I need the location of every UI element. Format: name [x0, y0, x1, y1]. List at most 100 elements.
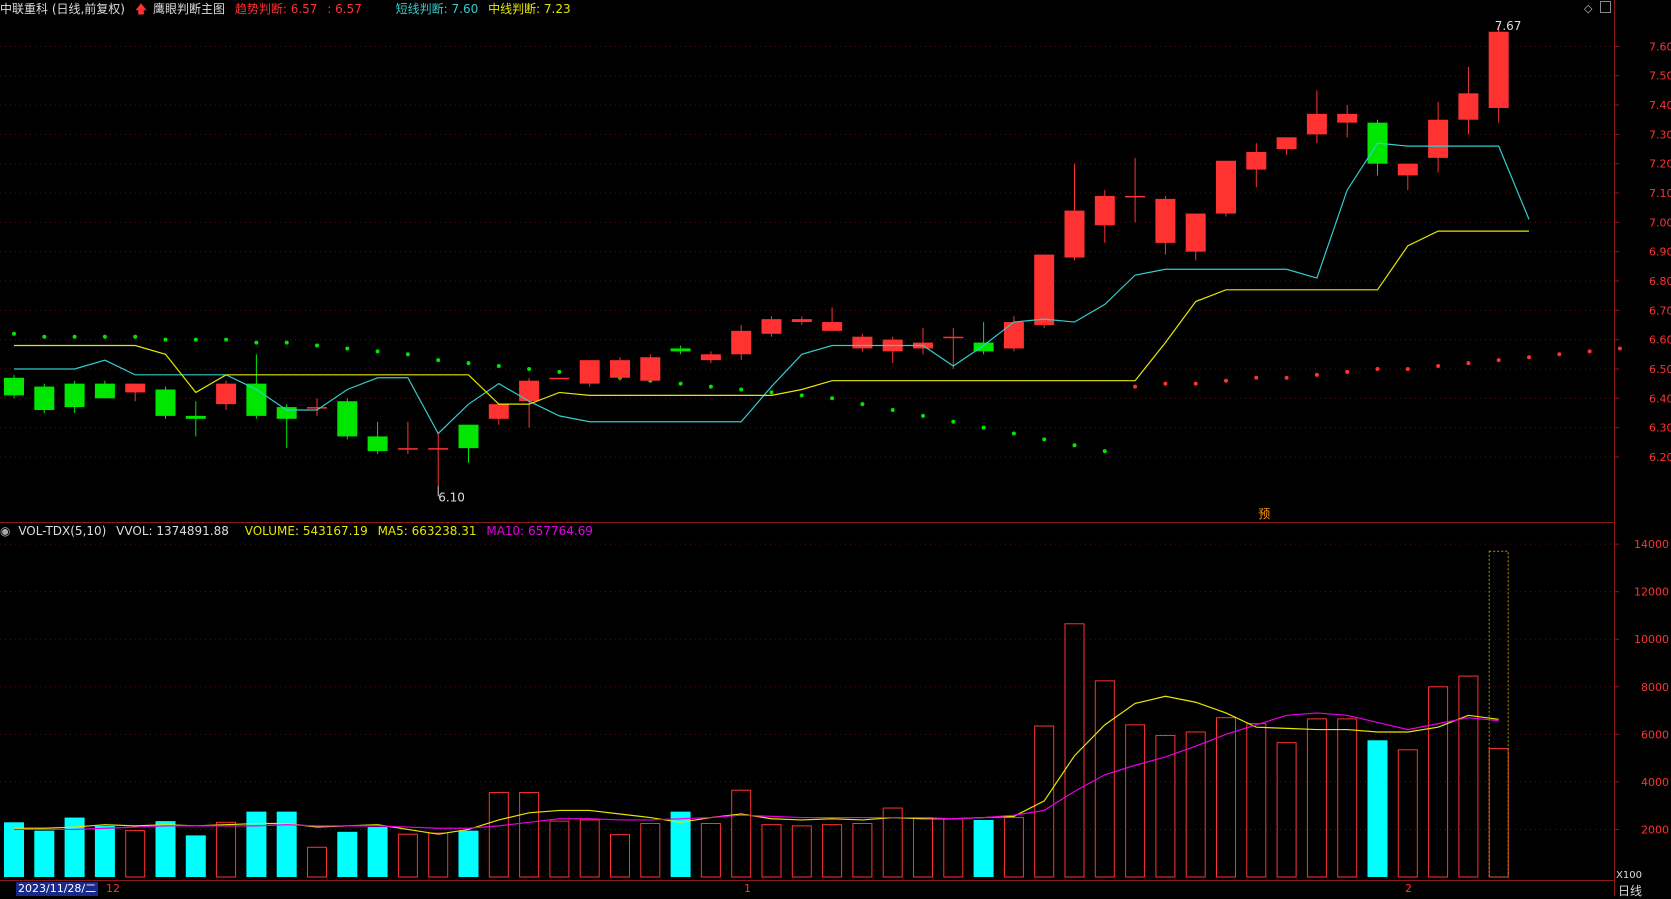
vol-menu-icon[interactable]: ◉	[0, 524, 11, 538]
price-tick-label: 6.70	[1649, 304, 1671, 317]
trend-dot-green	[1102, 449, 1107, 454]
price-tick-label: 6.90	[1649, 246, 1671, 259]
price-grid	[0, 45, 1614, 458]
volume-bar-up	[1003, 817, 1024, 878]
candle-body	[1216, 160, 1236, 214]
volume-bar-down	[670, 811, 691, 877]
candle-body	[943, 336, 964, 339]
volume-bar-up	[1064, 623, 1085, 878]
trend-dot-green	[678, 381, 683, 386]
volume-tick-label: 14000	[1634, 538, 1669, 551]
candle-body	[700, 354, 721, 361]
candle-body	[64, 383, 85, 408]
candle-body	[731, 330, 752, 355]
high-price-label: 7.67	[1495, 19, 1522, 33]
ma5-value: MA5: 663238.31	[377, 524, 477, 538]
trend-dot-green	[527, 366, 532, 371]
candle-body	[1397, 163, 1418, 176]
volume-bar-up	[397, 833, 418, 878]
volume-bar-up	[731, 789, 752, 878]
volume-bar-up	[1246, 723, 1267, 878]
price-tick-label: 6.80	[1649, 275, 1671, 288]
vvol-value: VVOL: 1374891.88	[116, 524, 229, 538]
candle-body	[428, 448, 449, 450]
trend-dot-green	[133, 334, 138, 339]
candle-body	[4, 377, 24, 396]
candle-body	[155, 389, 176, 416]
period-label[interactable]: 日线	[1618, 884, 1643, 898]
candles	[4, 25, 1509, 487]
candle-body	[1094, 195, 1115, 226]
trend-dot-red	[1224, 378, 1228, 383]
trend-dot-green	[860, 402, 865, 407]
mid-value: 中线判断: 7.23	[488, 2, 571, 16]
price-tick-label: 6.50	[1649, 363, 1671, 376]
vol-indicator-name[interactable]: VOL-TDX(5,10)	[18, 524, 107, 538]
volume-bar-down	[4, 822, 24, 877]
candle-body	[1458, 93, 1479, 120]
chart-marks: 6.10 7.67 预 X100	[437, 19, 1642, 881]
trend-dot-green	[42, 334, 47, 339]
volume-bar-up	[125, 830, 146, 878]
volume-bar-up	[428, 832, 449, 878]
volume-bar-down	[155, 821, 176, 877]
volume-bar-down	[276, 811, 297, 877]
price-tick-label: 6.60	[1649, 334, 1671, 347]
volume-bar-down	[94, 825, 115, 877]
trend-dot-green	[1011, 431, 1016, 436]
volume-bar-down	[458, 830, 479, 877]
volume-tick-label: 2000	[1641, 823, 1669, 836]
stock-title[interactable]: 中联重科 (日线,前复权)	[0, 2, 125, 16]
candle-body	[216, 383, 237, 405]
trend-dot-red	[1405, 366, 1410, 371]
volume-bar-up	[1428, 686, 1449, 878]
candle-body	[822, 322, 843, 331]
pre-market-mark: 预	[1258, 507, 1270, 521]
price-tick-label: 7.60	[1649, 40, 1671, 53]
volume-bar-up	[610, 834, 630, 878]
volume-bar-down	[337, 831, 358, 877]
trend-dot-green	[769, 390, 774, 395]
up-arrow-icon: 🡅	[134, 2, 148, 16]
volume-bar-up	[1458, 675, 1479, 878]
trend-dot-green	[163, 337, 168, 342]
panel-toggle-icon[interactable]	[1600, 1, 1611, 13]
volume-ma10-line	[14, 712, 1499, 831]
price-tick-label: 7.50	[1649, 70, 1671, 83]
indicator-name[interactable]: 鹰眼判断主图	[153, 2, 226, 16]
candle-body	[307, 407, 327, 409]
candle-body	[1003, 322, 1024, 349]
volume-bar-up	[1216, 717, 1236, 878]
volume-bar-up	[1306, 718, 1327, 878]
volume-bar-up	[1125, 724, 1146, 878]
candle-body	[640, 357, 661, 381]
candle-body	[276, 407, 297, 419]
candle-body	[610, 360, 630, 378]
low-price-label: 6.10	[438, 490, 465, 504]
price-axis-line	[1614, 0, 1615, 896]
volume-ma5-line	[14, 695, 1499, 835]
trend-dot-green	[284, 340, 289, 345]
candle-body	[1064, 210, 1085, 258]
volume-bar-down	[246, 811, 267, 877]
volume-bar-up	[1276, 742, 1297, 878]
price-tick-label: 6.40	[1649, 392, 1671, 405]
price-tick-label: 7.40	[1649, 99, 1671, 112]
trend-dot-green	[102, 334, 107, 339]
candle-body	[761, 319, 782, 334]
volume-bar-down	[367, 827, 388, 877]
volume-bar-up	[1397, 749, 1418, 878]
candle-body	[1488, 31, 1509, 108]
volume-value: VOLUME: 543167.19	[244, 524, 368, 538]
volume-bar-up	[791, 825, 812, 878]
trend-dot-green	[708, 384, 713, 389]
trend-dot-red	[1163, 381, 1168, 386]
diamond-icon[interactable]: ◇	[1584, 2, 1593, 15]
candle-body	[1428, 119, 1449, 158]
candle-body	[488, 404, 509, 419]
candle-body	[185, 415, 206, 419]
trend-dot-green	[496, 364, 501, 369]
trend-dot-red	[1587, 349, 1592, 354]
trend-dot-green	[224, 337, 229, 342]
